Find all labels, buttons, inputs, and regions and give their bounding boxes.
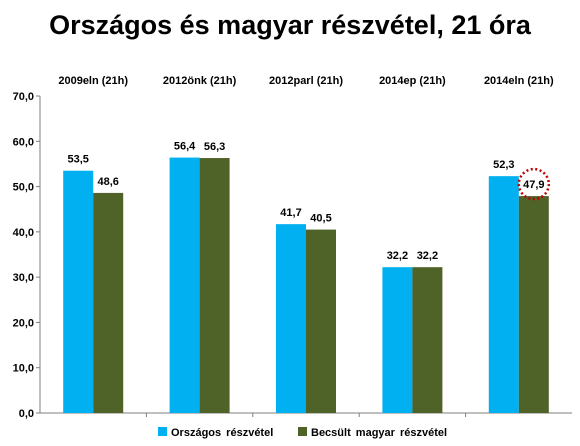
- data-label: 41,7: [280, 207, 301, 219]
- category-label: 2009eln (21h): [58, 75, 128, 87]
- bar: [412, 267, 443, 413]
- bar: [518, 196, 549, 413]
- y-tick-label: 70,0: [13, 91, 34, 103]
- data-label: 56,4: [174, 141, 196, 153]
- y-tick-label: 40,0: [13, 227, 34, 239]
- highlight-circle: [517, 167, 551, 201]
- bar: [382, 267, 413, 413]
- y-tick-label: 10,0: [13, 363, 34, 375]
- data-label: 52,3: [493, 159, 514, 171]
- category-label: 2014ep (21h): [379, 75, 446, 87]
- y-tick-label: 0,0: [19, 408, 34, 420]
- y-tick-label: 20,0: [13, 317, 34, 329]
- bar: [63, 170, 94, 413]
- data-label: 53,5: [67, 154, 88, 166]
- data-label: 40,5: [310, 213, 331, 225]
- category-label: 2014eln (21h): [484, 75, 554, 87]
- bar: [276, 224, 306, 413]
- bar: [93, 192, 124, 413]
- bar: [488, 176, 519, 413]
- data-label: 48,6: [97, 176, 118, 188]
- category-label: 2012parl (21h): [269, 75, 343, 87]
- y-tick-label: 30,0: [13, 272, 34, 284]
- legend-swatch: [158, 427, 167, 436]
- data-label: 47,9: [523, 179, 544, 191]
- legend-swatch: [298, 427, 307, 436]
- category-label: 2012önk (21h): [163, 75, 237, 87]
- data-label: 32,2: [417, 250, 438, 262]
- legend-label: Becsült magyar részvétel: [311, 427, 447, 439]
- bar: [169, 157, 200, 413]
- y-tick-label: 60,0: [13, 136, 34, 148]
- data-label: 32,2: [387, 250, 408, 262]
- y-tick-label: 50,0: [13, 182, 34, 194]
- bar: [199, 158, 230, 413]
- bar: [306, 229, 336, 413]
- data-label: 56,3: [204, 141, 225, 153]
- chart-title: Országos és magyar részvétel, 21 óra: [49, 10, 531, 40]
- legend-label: Országos részvétel: [171, 427, 273, 439]
